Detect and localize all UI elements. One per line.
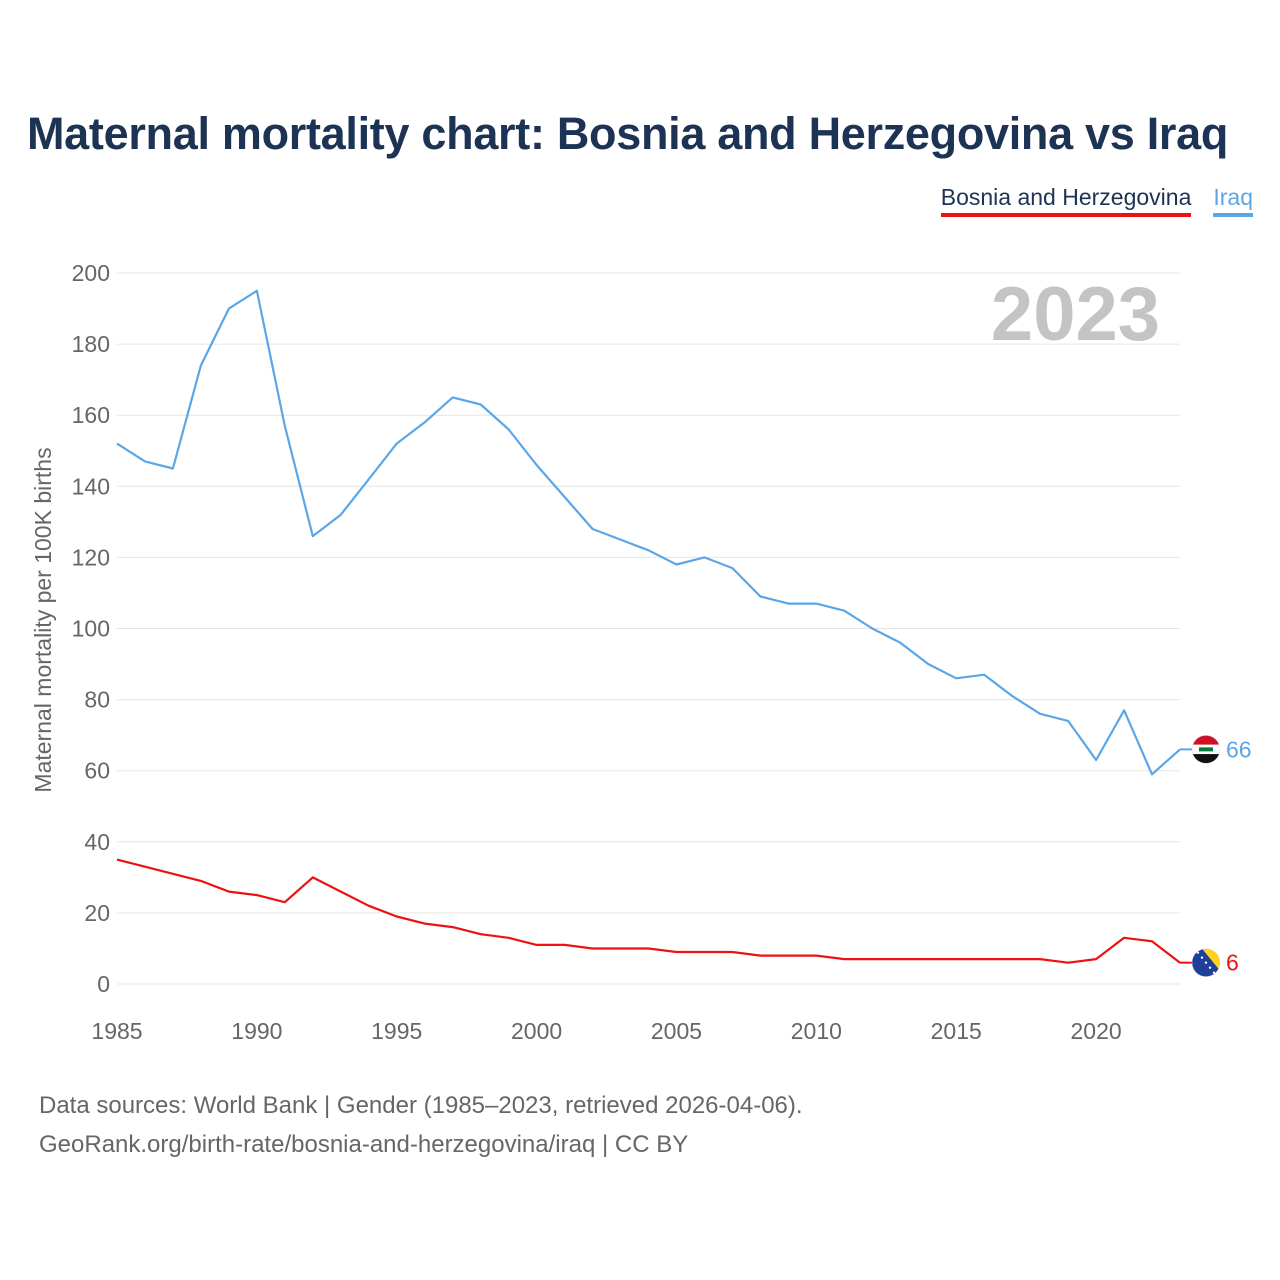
grid-lines	[117, 272, 1180, 985]
y-tick-label-0: 0	[97, 971, 110, 997]
series-line-bosnia-and-herzegovina	[116, 858, 1181, 964]
source-line-1: Data sources: World Bank | Gender (1985–…	[39, 1092, 803, 1119]
x-tick-label-2005: 2005	[651, 1018, 702, 1044]
y-tick-label-100: 100	[72, 616, 110, 642]
y-tick-label-20: 20	[84, 900, 110, 926]
flag-iraq-icon	[1191, 735, 1221, 764]
x-tick-label-1995: 1995	[371, 1018, 422, 1044]
y-axis-label: Maternal mortality per 100K births	[30, 447, 56, 792]
data-sources: Data sources: World Bank | Gender (1985–…	[39, 1086, 803, 1164]
x-tick-label-2015: 2015	[931, 1018, 982, 1044]
x-tick-label-2010: 2010	[791, 1018, 842, 1044]
chart-title: Maternal mortality chart: Bosnia and Her…	[27, 108, 1229, 159]
y-tick-label-120: 120	[72, 544, 110, 570]
y-tick-label-40: 40	[84, 829, 110, 855]
x-tick-label-2000: 2000	[511, 1018, 562, 1044]
end-value-label-iraq: 66	[1226, 736, 1252, 762]
y-tick-label-140: 140	[72, 473, 110, 499]
end-value-label-bosnia-and-herzegovina: 6	[1226, 950, 1239, 976]
y-tick-label-160: 160	[72, 402, 110, 428]
legend-item-bosnia-and-herzegovina[interactable]: Bosnia and Herzegovina	[940, 184, 1192, 217]
series-lines	[116, 289, 1181, 964]
line-chart: 2023 0 20 40 60 80 100 120 140 160 180 200 1985 199…	[30, 260, 1252, 1044]
y-tick-label-60: 60	[84, 758, 110, 784]
legend-item-iraq[interactable]: Iraq	[1213, 184, 1253, 217]
legend: Bosnia and Herzegovina Iraq	[940, 184, 1253, 217]
year-watermark: 2023	[991, 272, 1160, 357]
y-tick-label-80: 80	[84, 687, 110, 713]
x-tick-label-1990: 1990	[231, 1018, 282, 1044]
y-tick-label-200: 200	[72, 260, 110, 286]
series-line-iraq	[116, 289, 1181, 776]
x-tick-label-1985: 1985	[91, 1018, 142, 1044]
end-markers: 666	[1180, 735, 1252, 977]
x-axis-ticks: 1985 1990 1995 2000 2005 2010 2015 2020	[91, 1018, 1121, 1044]
y-tick-label-180: 180	[72, 331, 110, 357]
x-tick-label-2020: 2020	[1070, 1018, 1121, 1044]
y-axis-ticks: 0 20 40 60 80 100 120 140 160 180 200	[72, 260, 110, 997]
source-line-2[interactable]: GeoRank.org/birth-rate/bosnia-and-herzeg…	[39, 1131, 689, 1158]
flag-bosnia-and-herzegovina-icon	[1191, 948, 1221, 977]
